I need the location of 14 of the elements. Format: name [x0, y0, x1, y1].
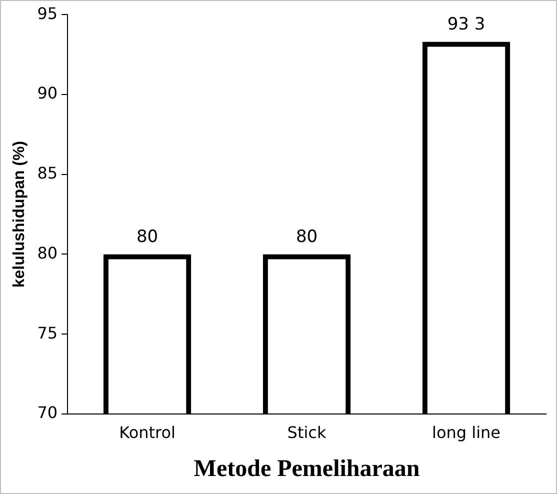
y-tick-label: 90	[37, 84, 58, 103]
x-tick-label: Stick	[287, 422, 327, 442]
y-axis-title: kelulushidupan (%)	[11, 140, 28, 288]
y-tick-label: 75	[37, 323, 58, 342]
x-tick-label: Kontrol	[119, 422, 176, 442]
x-axis-title: Metode Pemeliharaan	[194, 456, 420, 482]
data-label: 80	[136, 227, 158, 248]
y-tick-label: 80	[37, 243, 58, 262]
data-label: 80	[296, 227, 318, 248]
data-label: 93 3	[447, 14, 486, 35]
x-tick-label: long line	[432, 422, 501, 442]
y-tick-label: 85	[37, 164, 58, 183]
y-tick-label: 70	[37, 403, 58, 422]
y-tick-label: 95	[37, 4, 58, 23]
